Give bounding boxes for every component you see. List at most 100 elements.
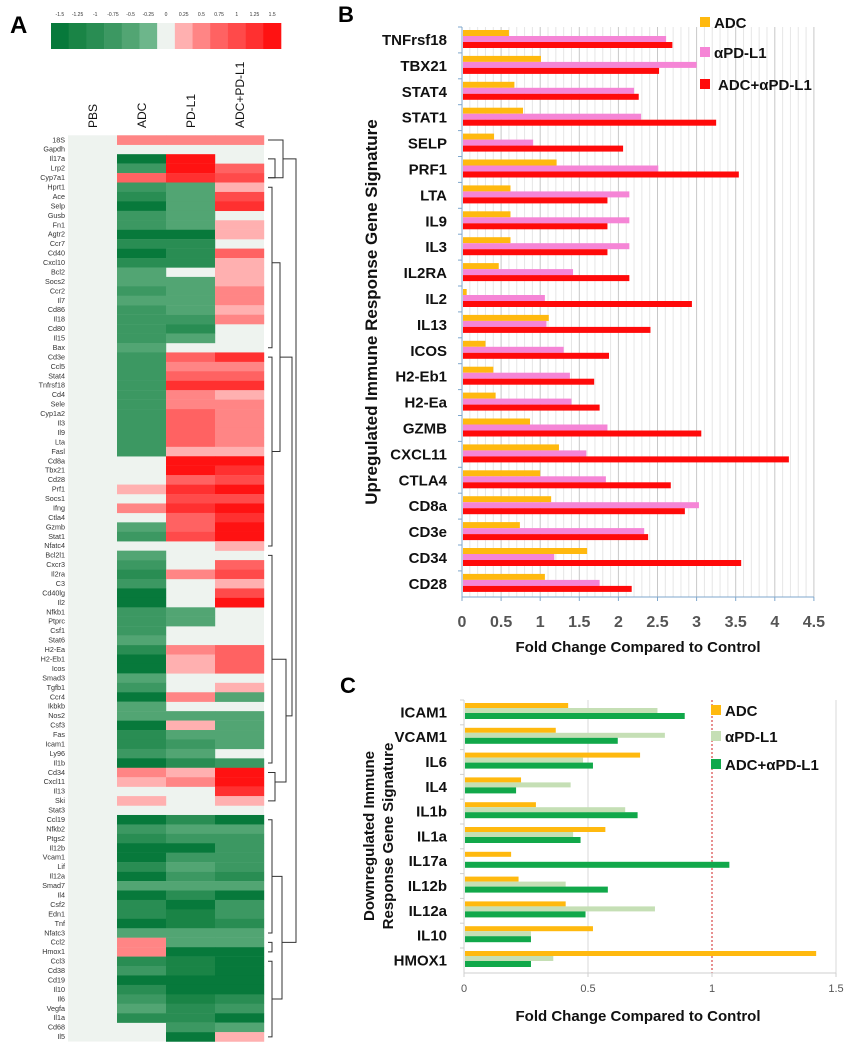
gene-label: 18S [52, 135, 65, 144]
heatmap-cell [117, 1003, 167, 1014]
heatmap-cell [117, 324, 167, 334]
bar-adc+pdl [463, 249, 608, 256]
heatmap-cell [166, 663, 216, 674]
heatmap-cell [215, 663, 265, 674]
heatmap-cell [215, 361, 265, 372]
legend-swatch [711, 731, 721, 741]
heatmap-cell [117, 427, 167, 438]
heatmap-cell [215, 380, 265, 391]
gene-label: Cd3e [48, 352, 65, 361]
heatmap-cell [215, 352, 265, 363]
heatmap-cell [166, 616, 216, 627]
heatmap-cell [117, 258, 167, 268]
gene-label: Il3 [57, 419, 65, 428]
category-label: TNFrsf18 [382, 32, 447, 49]
heatmap-cell [117, 578, 167, 589]
heatmap-cell [166, 333, 216, 344]
heatmap-cell [215, 966, 265, 976]
bar-adc+pdl [465, 713, 685, 719]
heatmap-cell [117, 956, 167, 967]
gene-label: Nfkb1 [46, 607, 65, 616]
heatmap-cell [117, 862, 167, 872]
gene-label: Icos [52, 664, 66, 673]
dendrogram-branch [268, 960, 273, 1038]
heatmap-cell [215, 1022, 265, 1033]
gene-label: Fasl [51, 447, 65, 456]
heatmap-cell [215, 720, 265, 731]
heatmap-cell [166, 1003, 216, 1014]
bar-pdl [463, 476, 606, 483]
bar-pdl [463, 528, 645, 535]
gene-label: Cd68 [48, 1023, 65, 1032]
category-label: GZMB [403, 420, 447, 437]
dendrogram-branch [268, 356, 273, 547]
legend-swatch [700, 47, 710, 57]
category-label: LTA [420, 187, 447, 204]
gene-label: Edn1 [48, 909, 65, 918]
heatmap-cell [166, 824, 216, 835]
heatmap-cell [117, 550, 167, 561]
category-label: HMOX1 [394, 952, 447, 969]
heatmap-cell [215, 201, 265, 212]
heatmap-cell [117, 720, 167, 731]
dendrogram-branch [268, 186, 273, 349]
heatmap-cell [166, 928, 216, 938]
column-header: ADC+PD-L1 [233, 61, 247, 128]
x-tick-label: 2.5 [646, 614, 668, 631]
heatmap-cell [166, 767, 216, 778]
heatmap-cell [215, 1032, 265, 1042]
category-label: IL17a [409, 853, 448, 870]
category-label: SELP [408, 136, 447, 153]
heatmap-cell [166, 437, 216, 448]
bar-pdl [463, 346, 564, 353]
heatmap-cell [166, 182, 216, 193]
bar-pdl [463, 61, 697, 68]
dendrogram-branch [280, 356, 293, 717]
heatmap-cell [117, 994, 167, 1004]
heatmap-cell [117, 163, 167, 174]
bar-adc [465, 951, 817, 956]
gene-label: Vegfa [47, 1004, 65, 1013]
bar-adc [463, 81, 515, 88]
heatmap-cell [215, 843, 265, 853]
heatmap-cell [215, 437, 265, 448]
gene-label: Il4 [57, 891, 65, 900]
color-scale-swatch [51, 23, 69, 49]
bar-adc+pdl [465, 961, 531, 967]
heatmap-cell [117, 154, 167, 164]
heatmap-cell [166, 984, 216, 995]
bar-adc [463, 107, 523, 114]
heatmap-cell [215, 1003, 265, 1014]
heatmap-cell [117, 437, 167, 448]
color-scale-swatch [86, 23, 105, 49]
heatmap-cell [166, 390, 216, 400]
legend-label: αPD-L1 [725, 729, 778, 746]
heatmap-cell [117, 758, 167, 768]
dendrogram-branch [272, 875, 283, 1000]
legend: ADC αPD-L1 ADC+αPD-L1 [700, 15, 812, 94]
gene-label: Il7 [57, 296, 65, 305]
bar-adc [463, 496, 552, 503]
gene-label: Hmox1 [42, 947, 65, 956]
heatmap-cell [215, 258, 265, 268]
heatmap-cell [215, 522, 265, 532]
heatmap-cell [215, 475, 265, 485]
x-tick-label: 1.5 [828, 983, 843, 995]
heatmap-cell [215, 484, 265, 495]
dendrogram-branch [268, 554, 273, 764]
heatmap-cell [166, 569, 216, 580]
heatmap-cell [117, 248, 167, 259]
bar-pdl [463, 295, 545, 301]
color-scale-swatch [245, 23, 264, 49]
heatmap-cell [166, 645, 216, 655]
bar-adc [465, 802, 536, 808]
heatmap-cell [117, 371, 167, 381]
gene-label: Ikbkb [48, 702, 65, 711]
gene-label: Bcl2l1 [45, 551, 65, 560]
heatmap-cell [166, 956, 216, 967]
x-axis-title: Fold Change Compared to Control [516, 1008, 761, 1025]
heatmap-cell [117, 229, 167, 240]
heatmap-cell [117, 399, 167, 410]
bar-adc+pdl [463, 352, 610, 359]
bar-pdl [463, 269, 574, 276]
